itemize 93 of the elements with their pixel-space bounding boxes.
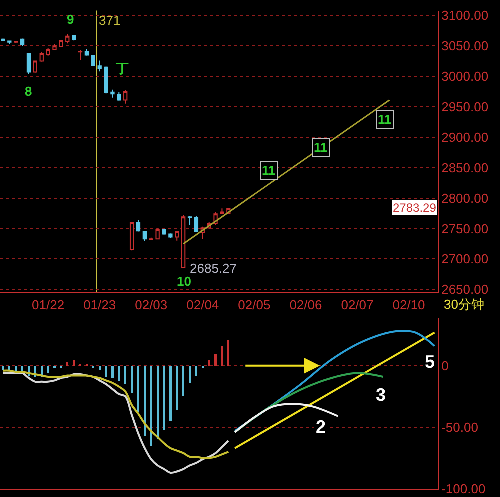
candlestick <box>33 60 38 74</box>
bar <box>195 366 197 376</box>
bar <box>169 366 172 421</box>
candlestick <box>156 228 160 240</box>
x-tick-label: 01/23 <box>84 297 116 312</box>
candlestick <box>124 90 128 104</box>
annotation: 5 <box>425 352 436 372</box>
candlestick <box>40 52 44 62</box>
bar <box>73 360 75 366</box>
candlestick <box>168 233 173 239</box>
candlestick <box>104 66 108 94</box>
candlestick <box>46 48 50 56</box>
candlestick <box>84 48 90 56</box>
x-tick-label: 02/06 <box>290 297 322 312</box>
y-tick-label: 3000.00 <box>442 69 489 84</box>
bar <box>124 366 126 384</box>
annotation: 丁 <box>115 61 129 76</box>
bar <box>118 366 120 381</box>
candlestick <box>78 50 83 61</box>
annotation: 10 <box>177 274 192 289</box>
bar <box>150 366 152 446</box>
candlestick <box>91 54 96 67</box>
annotation: 2 <box>316 417 326 437</box>
y-tick-label: 2800.00 <box>442 190 489 206</box>
candlestick <box>20 38 25 47</box>
bar <box>189 366 191 383</box>
y-tick-label: 3100.00 <box>442 8 489 24</box>
bar <box>221 346 223 366</box>
bar <box>208 360 210 366</box>
line-series <box>234 403 340 434</box>
candlestick <box>98 60 102 72</box>
annotation: 11 <box>262 163 276 178</box>
x-tick-label: 02/03 <box>135 297 168 312</box>
candlestick <box>194 216 199 233</box>
bar <box>144 366 146 436</box>
bar <box>66 362 68 366</box>
bar <box>105 366 107 377</box>
candlestick <box>59 39 64 48</box>
candlestick <box>188 216 192 226</box>
candlestick <box>117 92 122 102</box>
candlestick <box>175 230 180 242</box>
y-tick-label: 2750.00 <box>442 221 489 236</box>
candlestick <box>72 34 76 42</box>
bar <box>99 366 101 370</box>
candlestick <box>66 34 70 44</box>
annotation: 2685.27 <box>190 261 237 276</box>
candlestick <box>162 228 166 236</box>
x-tick-label: 02/04 <box>186 297 220 312</box>
annotation: 11 <box>378 112 392 127</box>
bar <box>182 366 184 396</box>
candlestick <box>8 40 12 45</box>
y-tick-label: 2900.00 <box>442 130 489 145</box>
bar <box>131 366 133 393</box>
y-tick-label: 2700.00 <box>442 252 489 267</box>
candlestick <box>110 89 115 98</box>
bar <box>176 366 178 410</box>
line-series <box>2 370 230 460</box>
annotation: 371 <box>99 13 121 28</box>
bar <box>47 366 49 373</box>
y-tick-label: -50.00 <box>442 420 478 436</box>
annotation: 8 <box>25 84 32 99</box>
line-series <box>234 372 384 434</box>
x-tick-label: 02/05 <box>238 297 271 312</box>
bar <box>137 366 139 412</box>
x-tick-label: 02/10 <box>392 297 426 312</box>
bar <box>111 366 114 378</box>
line-series <box>2 372 230 474</box>
bar <box>157 366 159 439</box>
x-tick-label: 01/22 <box>32 297 65 312</box>
candlestick <box>220 208 224 215</box>
bar <box>2 366 4 370</box>
candlestick <box>142 230 147 242</box>
line-series <box>234 330 436 432</box>
x-tick-label: 02/07 <box>341 297 374 312</box>
y-tick-label: -100.00 <box>442 482 486 497</box>
annotation: 2783.29 <box>393 201 437 215</box>
candlestick <box>26 52 32 75</box>
y-tick-label: 2850.00 <box>442 160 489 176</box>
y-tick-label: 2950.00 <box>442 100 489 115</box>
bar <box>227 340 229 366</box>
y-tick-label: 3050.00 <box>442 38 489 54</box>
annotation: 9 <box>67 12 74 27</box>
bar <box>214 354 217 366</box>
bar <box>163 366 165 430</box>
text: 30分钟 <box>444 297 484 312</box>
y-tick-label: 2650.00 <box>442 282 489 298</box>
annotation: 11 <box>314 140 328 155</box>
candlestick <box>136 220 141 232</box>
y-tick-label: 0 <box>442 358 449 374</box>
annotation: 3 <box>376 385 386 405</box>
candlestick <box>182 214 186 269</box>
candlestick <box>52 44 57 51</box>
candlestick <box>130 222 134 252</box>
